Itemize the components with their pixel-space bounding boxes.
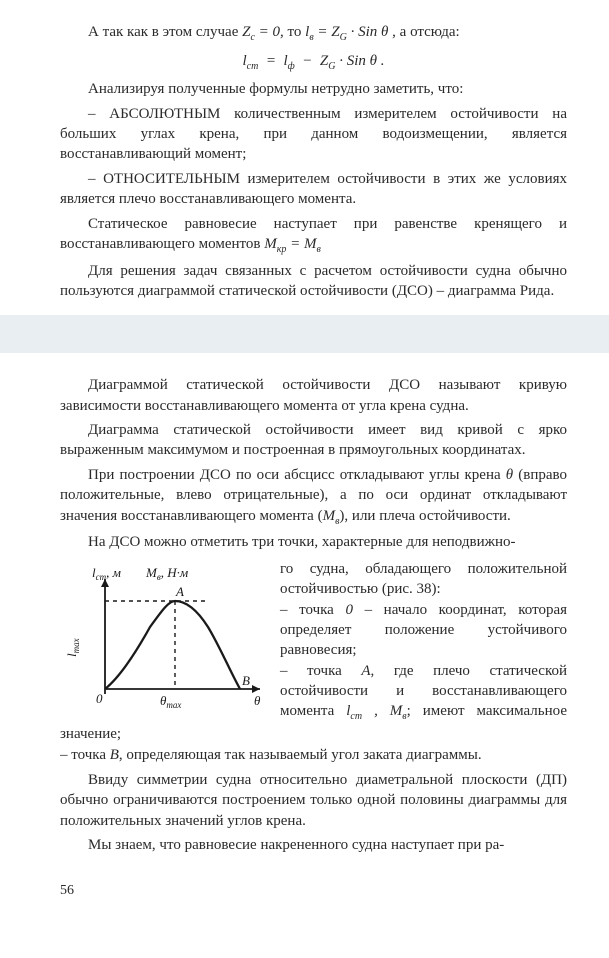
var-mv: Мв xyxy=(323,508,340,524)
point-b-label: B xyxy=(242,673,250,688)
para-2: Анализируя полученные формулы нетрудно з… xyxy=(60,79,567,99)
figure-text-row: lст, м Мв, Н·м lmax A B 0 θmax θ го судн… xyxy=(60,559,567,766)
para-3: – АБСОЛЮТНЫМ количественным измерителем … xyxy=(60,104,567,165)
lmax-label: lmax xyxy=(64,638,81,657)
point-a-label: A xyxy=(175,584,184,599)
para-b5: Ввиду симметрии судна относительно диаме… xyxy=(60,766,567,831)
para-b4: На ДСО можно отметить три точки, характе… xyxy=(60,532,567,552)
para-1: А так как в этом случае Zc = 0, то lв = … xyxy=(60,22,567,45)
para-6: Для решения задач связанных с расчетом о… xyxy=(60,261,567,302)
origin-label: 0 xyxy=(96,691,103,706)
para-b1: Диаграммой статической остойчивости ДСО … xyxy=(60,375,567,416)
inline-eq: lв = ZG · Sin θ xyxy=(305,24,388,40)
text: А так как в этом случае xyxy=(88,24,242,40)
para-5: Статическое равновесие наступает при рав… xyxy=(60,214,567,257)
figure-38: lст, м Мв, Н·м lmax A B 0 θmax θ xyxy=(60,559,270,719)
inline-eq: Zc = 0 xyxy=(242,24,280,40)
text: При построении ДСО по оси абсцисс отклад… xyxy=(88,467,506,483)
para-b3: При построении ДСО по оси абсцисс отклад… xyxy=(60,465,567,528)
theta-axis-label: θ xyxy=(254,693,261,708)
formula: lст = lф − ZG · Sin θ . xyxy=(60,51,567,74)
page-gap xyxy=(0,315,609,353)
text: , а отсюда: xyxy=(388,24,459,40)
theta-max-label: θmax xyxy=(160,693,181,710)
y-label-2: Мв, Н·м xyxy=(145,565,188,582)
para-4: – ОТНОСИТЕЛЬНЫМ измерителем остойчивости… xyxy=(60,169,567,210)
page-number: 56 xyxy=(60,881,567,900)
text: ), или плеча остойчивости. xyxy=(339,508,510,524)
text: , то xyxy=(280,24,305,40)
page-block-1: А так как в этом случае Zc = 0, то lв = … xyxy=(0,0,609,315)
para-b2: Диаграмма статической остойчивости имеет… xyxy=(60,420,567,461)
wrap-line: – точка B, определяющая так называемый у… xyxy=(60,745,567,765)
inline-eq: Мкр = Мв xyxy=(264,236,321,252)
inline-eq: lст , Мв xyxy=(346,703,406,719)
y-label-1: lст, м xyxy=(92,565,121,582)
page-block-2: Диаграммой статической остойчивости ДСО … xyxy=(0,353,609,914)
para-b6: Мы знаем, что равновесие накрененного су… xyxy=(60,835,567,855)
